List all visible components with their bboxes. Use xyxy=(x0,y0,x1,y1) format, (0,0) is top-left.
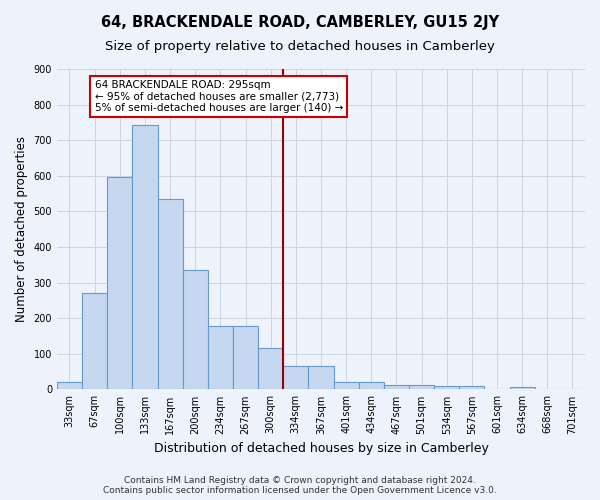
Bar xyxy=(334,382,359,390)
Bar xyxy=(182,270,208,390)
Bar xyxy=(459,386,484,390)
Bar xyxy=(133,126,158,390)
X-axis label: Distribution of detached houses by size in Camberley: Distribution of detached houses by size … xyxy=(154,442,488,455)
Bar xyxy=(308,366,334,390)
Bar xyxy=(233,326,258,390)
Bar xyxy=(258,348,283,390)
Bar xyxy=(82,294,107,390)
Bar xyxy=(384,385,409,390)
Bar xyxy=(158,199,182,390)
Text: Size of property relative to detached houses in Camberley: Size of property relative to detached ho… xyxy=(105,40,495,53)
Bar xyxy=(434,386,459,390)
Bar xyxy=(283,366,308,390)
Text: 64, BRACKENDALE ROAD, CAMBERLEY, GU15 2JY: 64, BRACKENDALE ROAD, CAMBERLEY, GU15 2J… xyxy=(101,15,499,30)
Bar xyxy=(57,382,82,390)
Bar xyxy=(208,326,233,390)
Bar xyxy=(409,385,434,390)
Bar xyxy=(359,382,384,390)
Y-axis label: Number of detached properties: Number of detached properties xyxy=(15,136,28,322)
Bar xyxy=(509,386,535,390)
Bar xyxy=(107,177,133,390)
Text: Contains HM Land Registry data © Crown copyright and database right 2024.
Contai: Contains HM Land Registry data © Crown c… xyxy=(103,476,497,495)
Text: 64 BRACKENDALE ROAD: 295sqm
← 95% of detached houses are smaller (2,773)
5% of s: 64 BRACKENDALE ROAD: 295sqm ← 95% of det… xyxy=(95,80,343,113)
